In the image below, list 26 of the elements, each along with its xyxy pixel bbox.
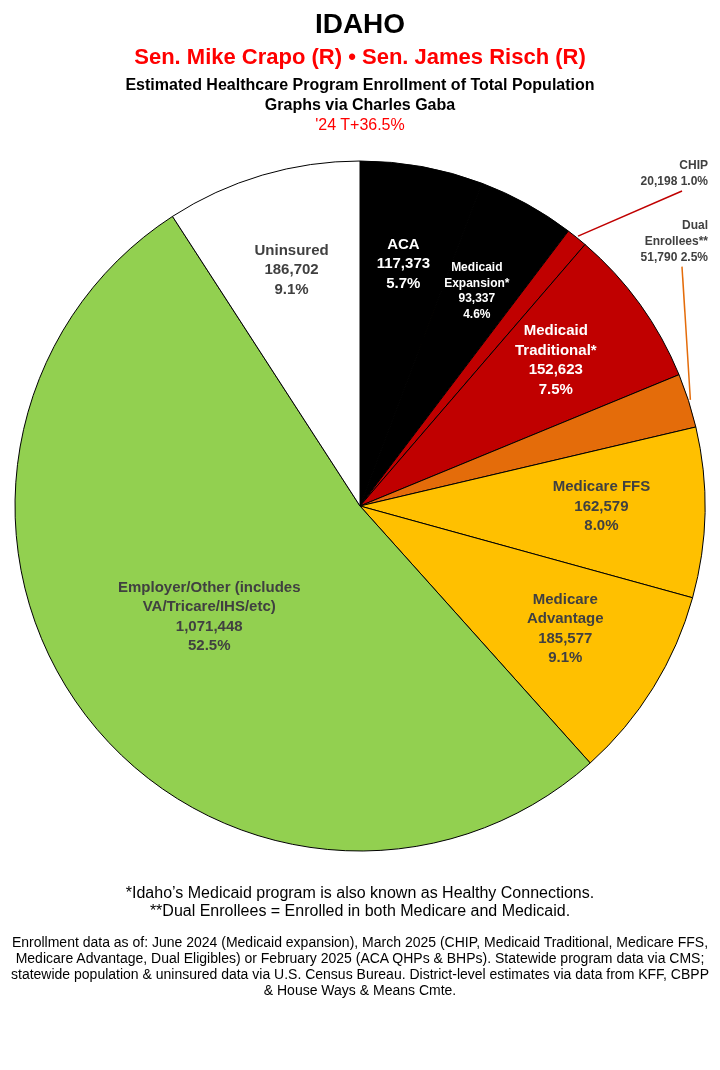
data-label: 51,790 2.5% (640, 249, 709, 264)
slice-label: Dual Enrollees** (644, 218, 709, 248)
data-label: 20,198 1.0% (640, 174, 709, 188)
data-label: 93,337 4.6% (458, 291, 496, 322)
data-label: 186,702 9.1% (264, 260, 319, 297)
text: *Idaho’s Medicaid program is also known as Healthy Connections. (124, 884, 596, 902)
slice-label: ACA (387, 234, 420, 252)
slice-label: Medicaid Expansion* (444, 260, 510, 290)
text: Enrollment data as of: June 2024 (Medicaid expansion), March 2025 (CHIP, Medicaid Traditional, Medicare FFS, Medicare Advantage, Dual Eligibles) or February 2025 (ACA QHPs & BHPs). Statewide program data via CMS; statewide population & uninsured data via U.S. Census Bureau. District-level estimates via data from KFF, CBPP & House Ways & Means Cmte. (10, 934, 710, 998)
slice-label: Medicaid Traditional* (514, 321, 597, 358)
slice-label: CHIP (679, 158, 708, 173)
chart-title: IDAHO (313, 8, 407, 40)
text: Graphs via Charles Gaba (263, 96, 457, 114)
chart-subtitle: Sen. Mike Crapo (R) • Sen. James Risch (R) (133, 44, 587, 70)
data-label: 185,577 9.1% (538, 628, 593, 666)
data-label: 162,579 8.0% (574, 496, 629, 534)
slice-label: Medicare Advantage (526, 589, 604, 627)
data-label: 152,623 7.5% (528, 360, 583, 397)
text: Estimated Healthcare Program Enrollment of Total Population (124, 76, 596, 94)
text: '24 T+36.5% (314, 116, 406, 134)
data-label: 1,071,448 52.5% (175, 616, 243, 654)
slice-label: Medicare FFS (552, 477, 651, 495)
text: **Dual Enrollees = Enrolled in both Medicare and Medicaid. (148, 902, 572, 920)
slice-label: Uninsured (254, 240, 329, 258)
data-label: 117,373 5.7% (376, 254, 431, 291)
slice-label: Employer/Other (includes VA/Tricare/IHS/etc) (117, 577, 301, 615)
